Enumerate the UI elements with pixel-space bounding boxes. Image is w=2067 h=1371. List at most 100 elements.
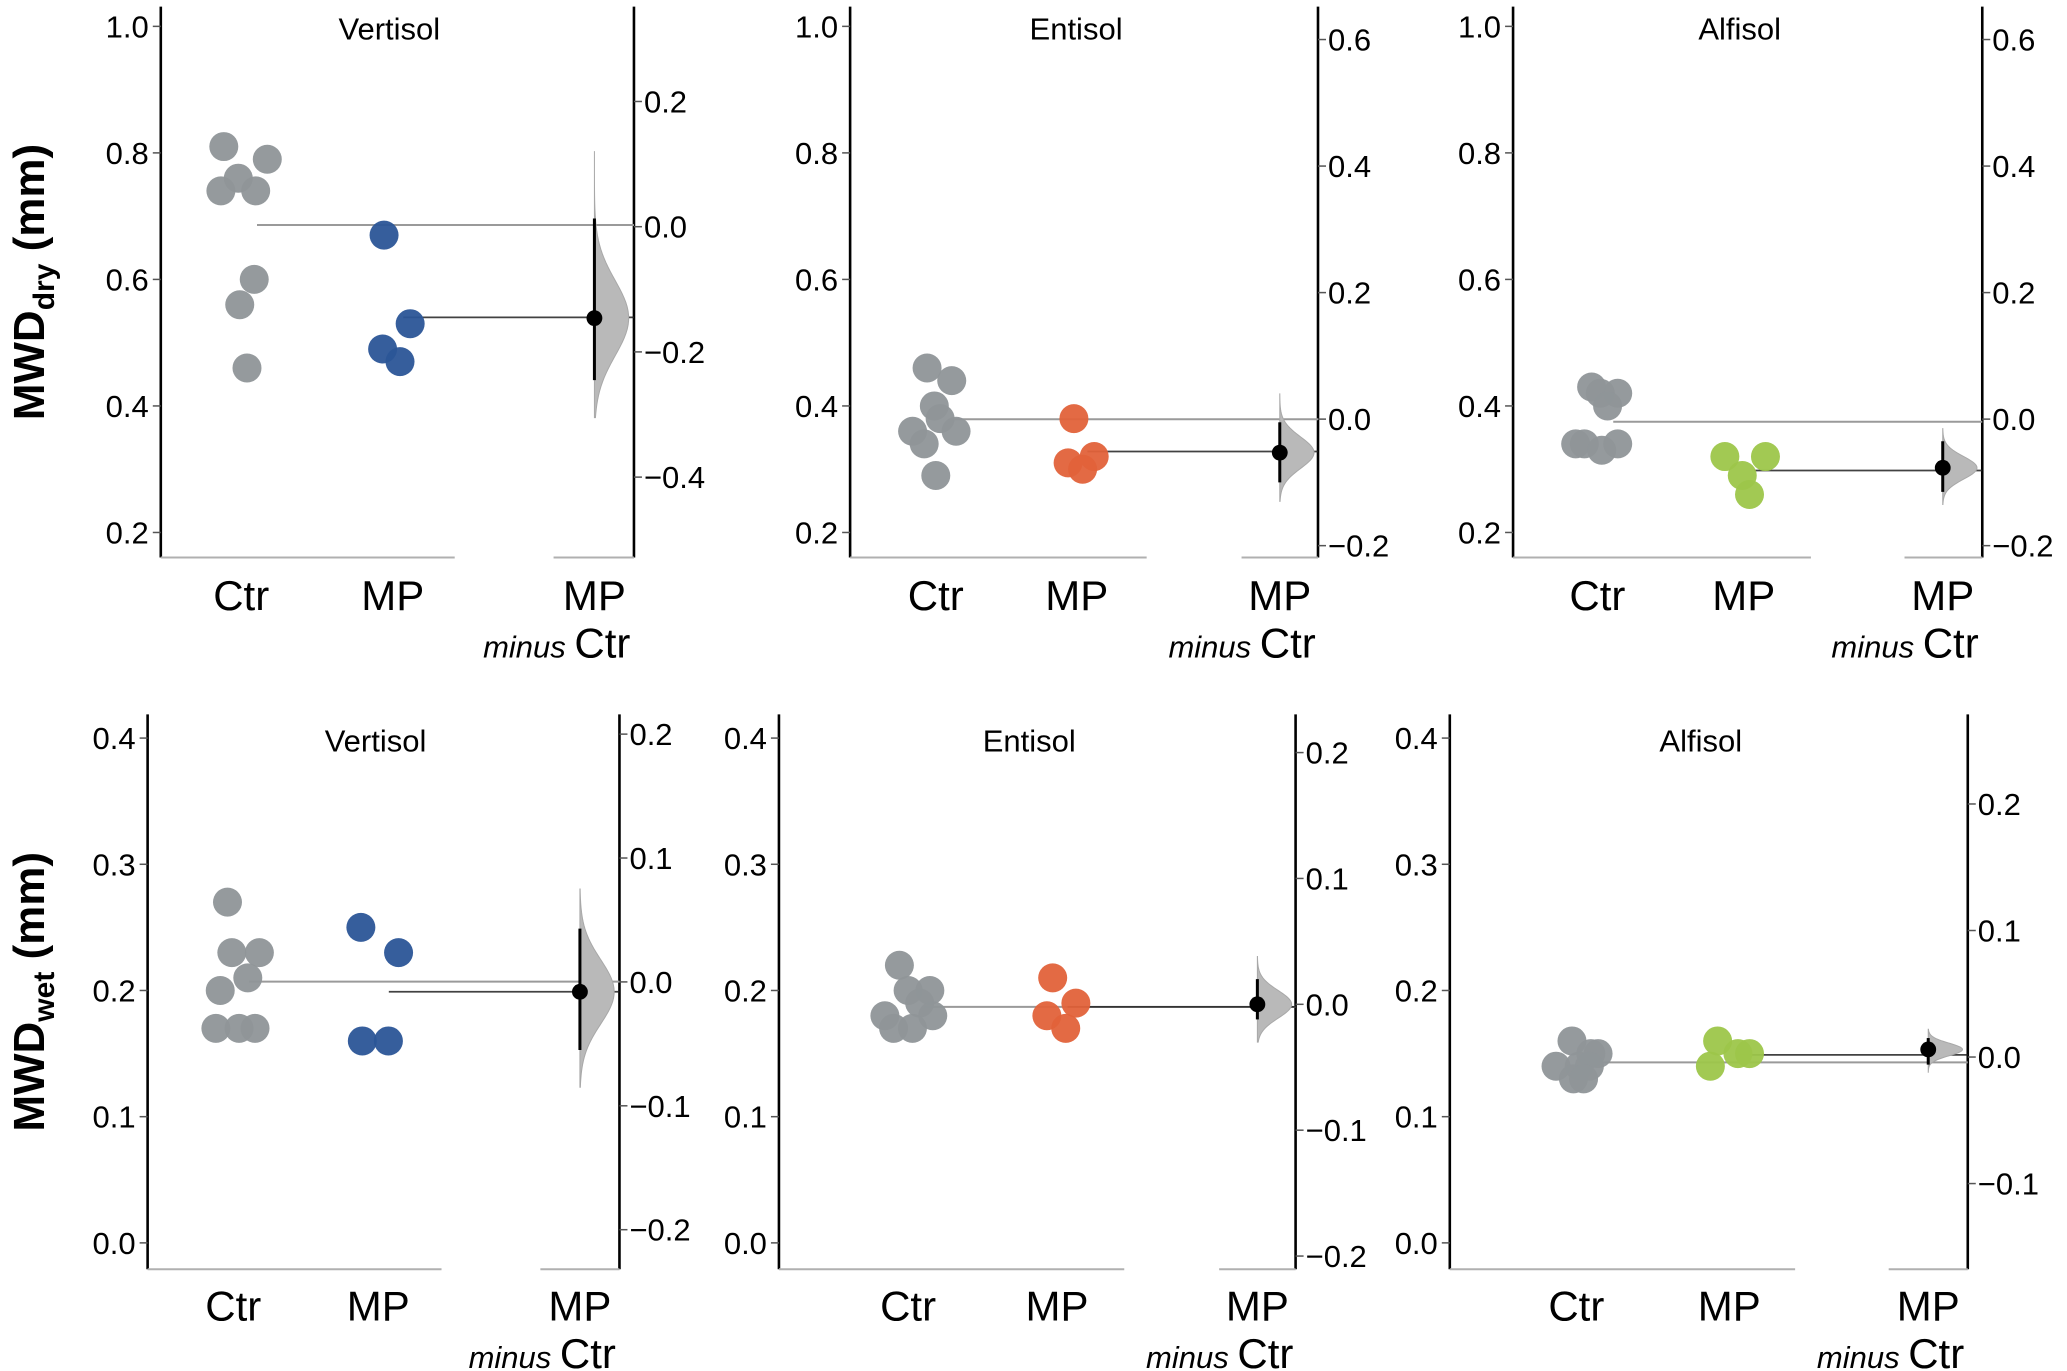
- panel-title: Alfisol: [1698, 12, 1781, 47]
- x-category-label: MP: [548, 1283, 611, 1330]
- chart-panel: 0.2 0.4 0.6 0.8 1.0 −0.2 0.0 0.2 0.4 0.6 Alfisol Ct…: [1458, 6, 2053, 667]
- data-point-ctr: [240, 1013, 270, 1043]
- data-point-mp: [1068, 454, 1098, 484]
- data-point-ctr: [1593, 391, 1623, 421]
- y-tick-label: 0.0: [724, 1226, 767, 1261]
- y-axis-label-unit: (mm): [5, 144, 54, 264]
- bootstrap-distribution: [579, 888, 615, 1088]
- diff-y-tick-label: −0.1: [629, 1089, 690, 1124]
- y-tick-label: 0.2: [795, 515, 838, 550]
- data-point-ctr: [239, 264, 269, 294]
- mean-difference-point: [1271, 444, 1288, 461]
- x-category-sublabel-italic: minus: [1146, 1340, 1237, 1371]
- bootstrap-distribution: [593, 151, 630, 419]
- y-tick-label: 0.1: [93, 1100, 136, 1135]
- data-point-ctr: [217, 938, 247, 968]
- data-point-ctr: [233, 963, 263, 993]
- data-point-mp: [1038, 963, 1068, 993]
- data-point-mp: [1710, 442, 1740, 472]
- diff-y-tick-label: 0.0: [1328, 402, 1371, 437]
- data-point-ctr: [201, 1013, 231, 1043]
- x-category-label: MP: [347, 1283, 410, 1330]
- y-tick-label: 0.3: [724, 847, 767, 882]
- y-tick-label: 0.4: [795, 389, 838, 424]
- x-category-label: MP: [1026, 1283, 1089, 1330]
- diff-y-tick-label: 0.2: [1328, 276, 1371, 311]
- y-tick-label: 0.0: [93, 1226, 136, 1261]
- y-axis-label-main: MWD: [5, 1022, 54, 1132]
- x-category-sublabel-text: Ctr: [1237, 1330, 1293, 1371]
- data-point-mp: [1059, 404, 1089, 434]
- data-point-ctr: [244, 938, 274, 968]
- x-category-label: Ctr: [1569, 572, 1625, 619]
- data-point-ctr: [206, 176, 236, 206]
- x-category-sublabel: minus Ctr: [1146, 1330, 1293, 1371]
- y-tick-label: 0.1: [724, 1100, 767, 1135]
- diff-y-tick-label: −0.2: [1992, 529, 2053, 564]
- diff-y-tick-label: 0.2: [629, 717, 672, 752]
- row-labels: MWDdry (mm)MWDwet (mm): [5, 144, 61, 1132]
- data-point-ctr: [225, 290, 255, 320]
- bootstrap-distribution: [1256, 955, 1293, 1043]
- panel-title: Vertisol: [339, 12, 441, 47]
- x-category-sublabel-italic: minus: [1817, 1340, 1908, 1371]
- diff-y-tick-label: −0.4: [644, 460, 705, 495]
- y-tick-label: 1.0: [1458, 9, 1501, 44]
- x-category-sublabel-italic: minus: [1831, 630, 1922, 665]
- data-point-ctr: [241, 176, 271, 206]
- x-category-sublabel-italic: minus: [1168, 630, 1259, 665]
- y-axis-label: MWDwet (mm): [5, 852, 61, 1132]
- data-point-mp: [1750, 442, 1780, 472]
- diff-y-tick-label: −0.1: [1978, 1167, 2039, 1202]
- y-tick-label: 0.2: [1458, 515, 1501, 550]
- diff-y-tick-label: −0.1: [1306, 1113, 1367, 1148]
- diff-y-tick-label: −0.2: [629, 1213, 690, 1248]
- y-tick-label: 0.0: [1395, 1226, 1438, 1261]
- data-point-mp: [1051, 1013, 1081, 1043]
- y-tick-label: 1.0: [795, 9, 838, 44]
- mean-difference-point: [572, 983, 588, 1000]
- diff-y-tick-label: 0.1: [1306, 861, 1349, 896]
- diff-y-tick-label: 0.2: [1306, 736, 1349, 771]
- y-axis-label-subscript: wet: [28, 972, 61, 1023]
- y-tick-label: 0.8: [1458, 136, 1501, 171]
- data-point-mp: [347, 1026, 377, 1056]
- diff-y-tick-label: 0.4: [1992, 149, 2035, 184]
- diff-y-tick-label: 0.2: [1978, 787, 2021, 822]
- data-point-ctr: [252, 144, 282, 174]
- bootstrap-distribution: [1927, 1028, 1964, 1073]
- data-point-ctr: [209, 132, 239, 162]
- x-category-sublabel: minus Ctr: [1817, 1330, 1964, 1371]
- x-category-label: Ctr: [1548, 1283, 1604, 1330]
- data-point-mp: [369, 220, 399, 250]
- x-category-label: MP: [1226, 1283, 1289, 1330]
- mean-difference-point: [586, 310, 603, 327]
- data-point-mp: [346, 912, 376, 942]
- y-tick-label: 0.3: [93, 847, 136, 882]
- panel-title: Alfisol: [1659, 723, 1742, 758]
- x-category-sublabel: minus Ctr: [1831, 620, 1978, 667]
- data-point-ctr: [921, 461, 951, 491]
- y-tick-label: 0.8: [106, 136, 149, 171]
- diff-y-tick-label: 0.0: [629, 965, 672, 1000]
- x-category-sublabel-text: Ctr: [574, 620, 630, 667]
- data-point-mp: [1735, 480, 1765, 510]
- x-category-label: MP: [1698, 1283, 1761, 1330]
- diff-y-tick-label: 0.0: [644, 210, 687, 245]
- y-tick-label: 0.2: [106, 515, 149, 550]
- diff-y-tick-label: 0.0: [1978, 1040, 2021, 1075]
- y-tick-label: 0.2: [1395, 973, 1438, 1008]
- y-axis-label-main: MWD: [5, 310, 54, 420]
- diff-y-tick-label: 0.0: [1992, 402, 2035, 437]
- x-category-label: MP: [1248, 572, 1311, 619]
- panel-title: Entisol: [1030, 12, 1123, 47]
- chart-panel: 0.2 0.4 0.6 0.8 1.0 −0.4 −0.2 0.0 0.2 Vertisol Ctr…: [106, 6, 705, 667]
- x-category-sublabel-text: Ctr: [1923, 620, 1979, 667]
- y-tick-label: 0.6: [1458, 262, 1501, 297]
- y-tick-label: 0.3: [1395, 847, 1438, 882]
- chart-panel: 0.0 0.1 0.2 0.3 0.4 −0.2 −0.1 0.0 0.1 0.2 Vertisol…: [93, 714, 691, 1371]
- y-tick-label: 0.4: [106, 389, 149, 424]
- x-category-label: MP: [1712, 572, 1775, 619]
